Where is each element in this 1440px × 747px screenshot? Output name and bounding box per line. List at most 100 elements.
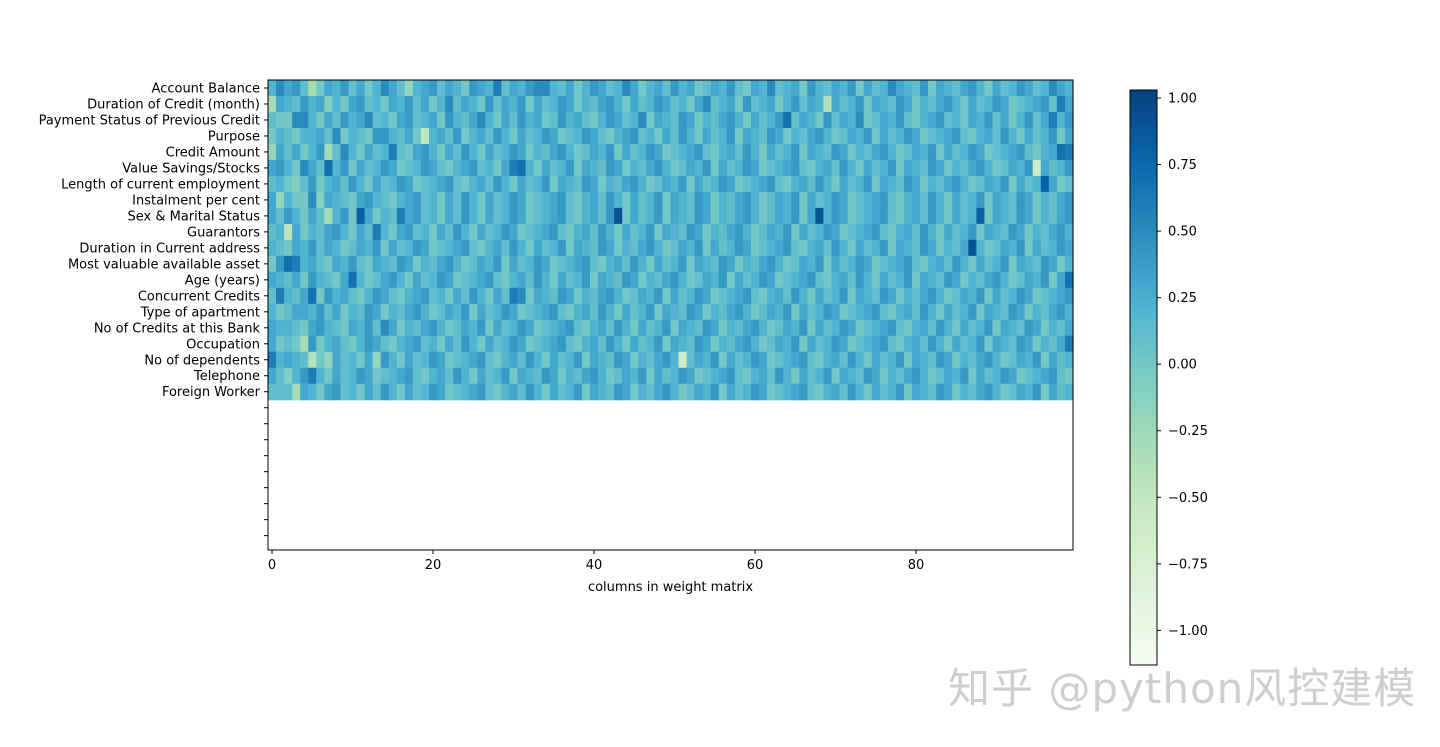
heatmap-cell bbox=[469, 367, 478, 385]
heatmap-cell bbox=[525, 80, 535, 97]
heatmap-cell bbox=[759, 95, 768, 113]
heatmap-cell bbox=[1040, 303, 1050, 321]
heatmap-cell bbox=[1064, 239, 1074, 257]
heatmap-cell bbox=[1056, 175, 1066, 193]
heatmap-cell bbox=[944, 271, 953, 289]
heatmap-cell bbox=[960, 303, 969, 321]
heatmap-cell bbox=[420, 335, 430, 353]
heatmap-cell bbox=[541, 207, 551, 225]
heatmap-cell bbox=[928, 95, 937, 113]
heatmap-cell bbox=[920, 207, 929, 225]
heatmap-cell bbox=[759, 335, 768, 353]
heatmap-cell bbox=[356, 271, 366, 289]
heatmap-cell bbox=[549, 95, 559, 113]
heatmap-cell bbox=[493, 111, 503, 129]
heatmap-cell bbox=[517, 239, 527, 257]
heatmap-cell bbox=[477, 191, 486, 209]
heatmap-cell bbox=[549, 191, 559, 209]
heatmap-cell bbox=[863, 335, 873, 353]
heatmap-cell bbox=[678, 191, 688, 209]
heatmap-cell bbox=[1048, 127, 1058, 145]
heatmap-cell bbox=[364, 271, 374, 289]
heatmap-cell bbox=[606, 303, 615, 321]
heatmap-cell bbox=[903, 335, 913, 353]
heatmap-cell bbox=[912, 255, 921, 273]
heatmap-cell bbox=[895, 223, 905, 241]
heatmap-cell bbox=[388, 127, 398, 145]
heatmap-cell bbox=[976, 127, 986, 145]
heatmap-cell bbox=[1000, 303, 1010, 321]
heatmap-cell bbox=[710, 383, 720, 401]
heatmap-cell bbox=[638, 351, 647, 369]
heatmap-cell bbox=[396, 255, 406, 273]
heatmap-cell bbox=[268, 111, 277, 129]
heatmap-cell bbox=[847, 383, 857, 401]
heatmap-cell bbox=[831, 127, 841, 145]
heatmap-cell bbox=[678, 143, 688, 161]
heatmap-cell bbox=[807, 80, 816, 97]
heatmap-cell bbox=[887, 367, 897, 385]
heatmap-cell bbox=[606, 383, 615, 401]
heatmap-cell bbox=[855, 207, 865, 225]
heatmap-cell bbox=[1008, 127, 1018, 145]
heatmap-cell bbox=[895, 111, 905, 129]
heatmap-cell bbox=[420, 127, 430, 145]
heatmap-cell bbox=[557, 239, 567, 257]
heatmap-cell bbox=[332, 223, 342, 241]
heatmap-cell bbox=[871, 143, 881, 161]
heatmap-cell bbox=[702, 239, 712, 257]
heatmap-cell bbox=[614, 223, 623, 241]
heatmap-cell bbox=[863, 207, 873, 225]
heatmap-cell bbox=[783, 80, 792, 97]
heatmap-cell bbox=[501, 287, 511, 305]
heatmap-cell bbox=[968, 207, 977, 225]
heatmap-cell bbox=[420, 255, 430, 273]
heatmap-cell bbox=[300, 95, 309, 113]
heatmap-cell bbox=[276, 80, 285, 97]
heatmap-cell bbox=[960, 159, 969, 177]
heatmap-cell bbox=[928, 303, 937, 321]
heatmap-cell bbox=[815, 271, 825, 289]
heatmap-cell bbox=[445, 207, 454, 225]
heatmap-cell bbox=[437, 271, 446, 289]
heatmap-cell bbox=[565, 111, 575, 129]
heatmap-cell bbox=[276, 239, 285, 257]
heatmap-cell bbox=[469, 127, 478, 145]
heatmap-cell bbox=[670, 127, 680, 145]
heatmap-cell bbox=[871, 271, 881, 289]
heatmap-cell bbox=[485, 143, 494, 161]
heatmap-cell bbox=[751, 239, 760, 257]
heatmap-cell bbox=[976, 335, 986, 353]
heatmap-cell bbox=[485, 159, 494, 177]
heatmap-cell bbox=[855, 383, 865, 401]
heatmap-cell bbox=[831, 335, 841, 353]
heatmap-cell bbox=[1032, 95, 1042, 113]
heatmap-cell bbox=[284, 319, 293, 337]
heatmap-cell bbox=[557, 271, 567, 289]
heatmap-cell bbox=[396, 207, 406, 225]
heatmap-cell bbox=[775, 143, 784, 161]
heatmap-cell bbox=[1000, 255, 1010, 273]
heatmap-cell bbox=[541, 143, 551, 161]
heatmap-cell bbox=[1040, 191, 1050, 209]
heatmap-cell bbox=[734, 271, 744, 289]
heatmap-cell bbox=[726, 351, 736, 369]
heatmap-cell bbox=[525, 95, 535, 113]
heatmap-cell bbox=[742, 271, 752, 289]
heatmap-cell bbox=[598, 175, 607, 193]
heatmap-cell bbox=[783, 271, 792, 289]
heatmap-cell bbox=[292, 159, 301, 177]
heatmap-cell bbox=[1024, 255, 1034, 273]
heatmap-cell bbox=[557, 287, 567, 305]
heatmap-cell bbox=[372, 271, 382, 289]
heatmap-cell bbox=[847, 207, 857, 225]
heatmap-cell bbox=[775, 239, 784, 257]
colorbar-tick-label: 1.00 bbox=[1168, 91, 1197, 106]
heatmap-cell bbox=[308, 303, 317, 321]
heatmap-cell bbox=[863, 367, 873, 385]
heatmap-cell bbox=[541, 287, 551, 305]
heatmap-cell bbox=[372, 335, 382, 353]
heatmap-cell bbox=[799, 143, 808, 161]
heatmap-cell bbox=[1064, 367, 1074, 385]
heatmap-cell bbox=[936, 319, 945, 337]
